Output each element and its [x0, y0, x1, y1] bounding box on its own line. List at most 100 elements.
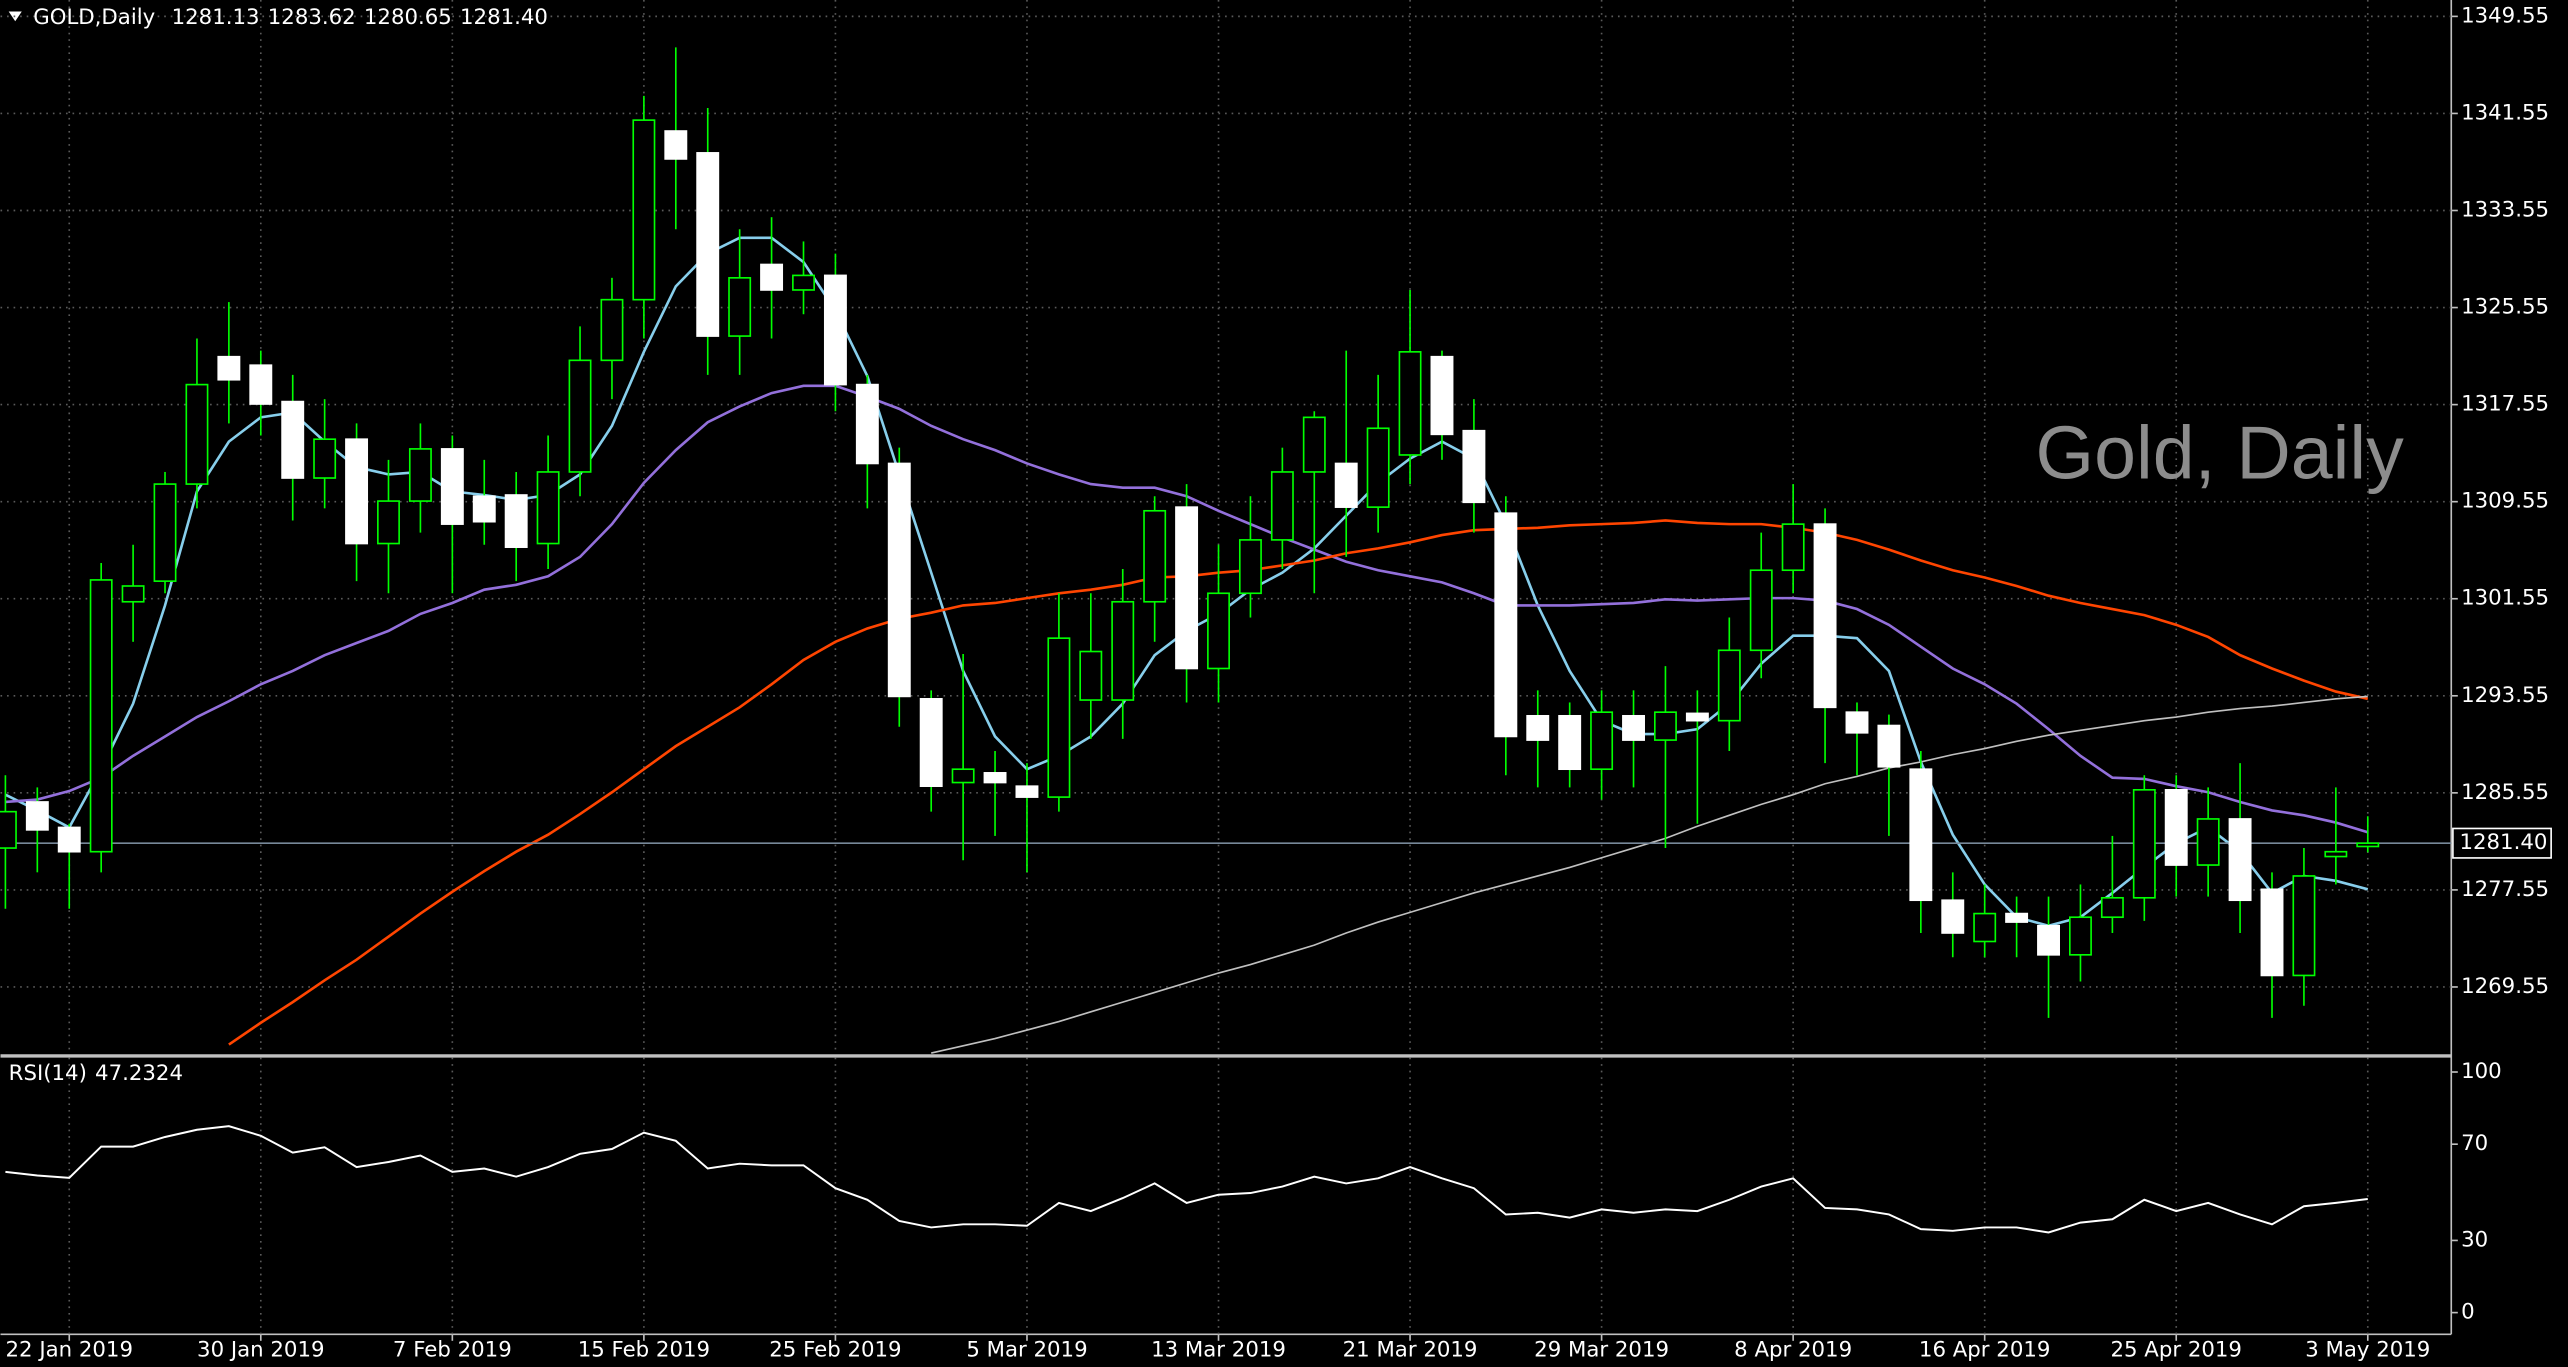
- header-text: 1280.65: [364, 5, 452, 30]
- header-text: 1281.13: [172, 5, 260, 30]
- y-tick-label: 100: [2461, 1059, 2502, 1084]
- candle-body: [1877, 724, 1901, 768]
- x-tick-label: 16 Apr 2019: [1919, 1338, 2051, 1363]
- candle-body: [919, 698, 943, 788]
- candle-body: [408, 448, 432, 502]
- x-tick-label: 8 Apr 2019: [1734, 1338, 1852, 1363]
- candle-body: [1558, 714, 1582, 771]
- candle-body: [2292, 875, 2316, 977]
- candle-body: [89, 579, 113, 853]
- rsi-line: [5, 1125, 2368, 1234]
- candle-body: [185, 383, 209, 485]
- candle-body: [1047, 637, 1071, 798]
- candle-body: [1207, 592, 1230, 670]
- y-tick-label: 1285.55: [2461, 780, 2549, 805]
- candle-body: [1366, 427, 1390, 508]
- header-text: RSI(14): [9, 1061, 87, 1086]
- header-text: 1281.40: [460, 5, 548, 30]
- candle-body: [313, 438, 337, 479]
- y-tick-label: 1269.55: [2461, 974, 2549, 999]
- candle-body: [1398, 351, 1422, 456]
- y-tick-label: 1341.55: [2461, 100, 2549, 125]
- header-text: 1283.62: [268, 5, 356, 30]
- candle-body: [1622, 714, 1645, 741]
- candle-body: [1334, 462, 1358, 508]
- candle-body: [472, 495, 496, 523]
- candle-body: [823, 274, 847, 386]
- candle-body: [1845, 711, 1869, 734]
- candle-body: [600, 298, 624, 362]
- candle-body: [2164, 789, 2188, 866]
- candle-body: [1781, 523, 1805, 572]
- current-price-box: [2452, 827, 2552, 859]
- candle-body: [249, 364, 273, 405]
- y-tick-label: 1309.55: [2461, 489, 2549, 514]
- candle-body: [377, 500, 400, 545]
- x-tick-label: 5 Mar 2019: [966, 1338, 1087, 1363]
- candle-body: [1590, 711, 1614, 771]
- candle-body: [696, 152, 720, 337]
- rsi-panel: 0 30 70 100 RSI(14) 47.2324: [5, 1059, 2502, 1325]
- candle-body: [792, 274, 815, 291]
- candle-body: [1302, 416, 1326, 473]
- candle-body: [1653, 711, 1677, 741]
- x-tick-label: 7 Feb 2019: [393, 1338, 512, 1363]
- candle-body: [1685, 712, 1709, 722]
- candle-body: [632, 119, 656, 301]
- candle-body: [855, 383, 879, 465]
- candle-body: [568, 359, 592, 473]
- x-tick-label: 15 Feb 2019: [578, 1338, 710, 1363]
- y-tick-label: 1277.55: [2461, 877, 2549, 902]
- candle-body: [2324, 850, 2348, 858]
- x-tick-label: 30 Jan 2019: [197, 1338, 324, 1363]
- chart-header: GOLD,Daily 1281.13 1283.62 1280.65 1281.40: [33, 5, 548, 30]
- y-tick-label: 70: [2461, 1131, 2488, 1156]
- candle-body: [1270, 471, 1294, 541]
- x-tick-label: 3 May 2019: [2305, 1338, 2430, 1363]
- candle-body: [440, 448, 464, 525]
- y-tick-label: 1349.55: [2461, 3, 2549, 28]
- candle-body: [1238, 539, 1262, 595]
- y-tick-label: 30: [2461, 1227, 2488, 1252]
- candle-body: [1175, 506, 1199, 670]
- candle-body: [2069, 916, 2092, 956]
- candle-body: [1462, 429, 1486, 504]
- candle-body: [504, 494, 528, 548]
- candle-body: [2260, 888, 2284, 977]
- candle-body: [1494, 512, 1518, 738]
- x-tick-label: 29 Mar 2019: [1534, 1338, 1669, 1363]
- x-tick-label: 13 Mar 2019: [1151, 1338, 1286, 1363]
- candle-body: [728, 277, 752, 337]
- candle-body: [345, 438, 369, 545]
- y-tick-label: 1333.55: [2461, 197, 2549, 222]
- y-tick-label: 1301.55: [2461, 586, 2549, 611]
- candle-body: [217, 355, 241, 381]
- candle-body: [2356, 842, 2380, 848]
- candle-body: [2037, 924, 2060, 956]
- candle-body: [1143, 509, 1167, 603]
- candle-body: [1973, 912, 1997, 943]
- candle-body: [951, 768, 975, 784]
- x-tick-label: 22 Jan 2019: [6, 1338, 133, 1363]
- x-tick-label: 25 Feb 2019: [769, 1338, 901, 1363]
- x-tick-label: 21 Mar 2019: [1343, 1338, 1478, 1363]
- candle-body: [2132, 789, 2156, 899]
- candle-body: [281, 400, 305, 479]
- candle-body: [536, 471, 560, 545]
- y-tick-label: 1325.55: [2461, 295, 2549, 320]
- candle-body: [0, 810, 17, 849]
- candle-body: [2228, 818, 2252, 902]
- watermark: Gold, Daily: [2036, 410, 2405, 494]
- y-tick-label: 0: [2461, 1300, 2475, 1325]
- candle-body: [983, 772, 1007, 784]
- candle-body: [1941, 899, 1965, 934]
- candle-body: [1813, 523, 1837, 709]
- candle-body: [2005, 912, 2029, 923]
- rsi-header: RSI(14) 47.2324: [9, 1061, 183, 1086]
- candle-body: [760, 263, 784, 291]
- y-tick-label: 1293.55: [2461, 683, 2549, 708]
- candle-body: [1717, 649, 1741, 722]
